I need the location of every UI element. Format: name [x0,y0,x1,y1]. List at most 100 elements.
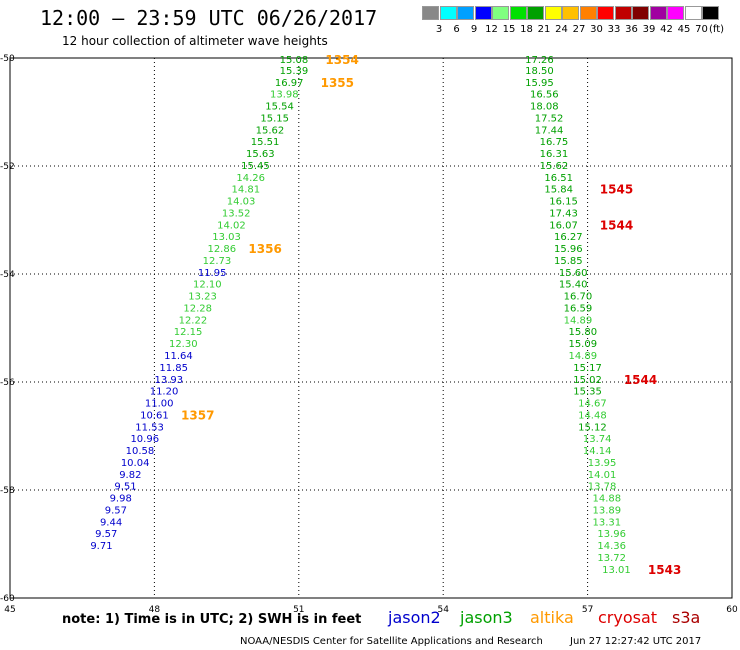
wave-height-value: 15.60 [559,268,588,279]
map-frame [9,57,733,599]
wave-height-value: 9.44 [100,517,122,528]
wave-height-value: 13.89 [593,505,622,516]
wave-height-value: 10.96 [130,434,159,445]
wave-height-value: 12.86 [207,244,236,255]
wave-height-value: 10.61 [140,410,169,421]
scale-label: 30 [590,24,603,35]
scale-swatch [579,6,597,20]
color-scale-legend: 3 6 9 12 15 18 21 24 27 30 33 36 39 42 45 70 (ft) [422,6,732,36]
pass-time-label: 1544 [600,218,633,232]
wave-height-value: 9.57 [95,529,117,540]
scale-label: 3 [435,24,443,35]
scale-label: 42 [660,24,673,35]
scale-label: 33 [607,24,621,35]
scale-swatch [474,6,492,20]
scale-label: 9 [470,24,478,35]
scale-label: 36 [625,24,638,35]
pass-time-label: 1355 [321,76,354,90]
wave-height-value: 15.51 [251,137,280,148]
scale-swatch [439,6,457,20]
wave-height-value: 12.10 [193,280,222,291]
wave-height-value: 15.95 [525,78,554,89]
lat-tick-label: -56 [0,378,15,388]
wave-height-value: 16.31 [540,149,569,160]
wave-height-value: 14.02 [217,220,246,231]
wave-height-value: 15.02 [573,375,602,386]
wave-height-value: 16.27 [554,232,583,243]
wave-height-value: 15.96 [554,244,583,255]
wave-height-value: 14.88 [593,494,622,505]
wave-height-value: 16.75 [540,137,569,148]
scale-label: 6 [453,24,460,35]
generation-timestamp: Jun 27 12:27:42 UTC 2017 [570,636,702,647]
scale-swatch [702,6,719,20]
wave-height-value: 9.82 [119,470,141,481]
wave-height-value: 15.35 [573,387,602,398]
credit-text: NOAA/NESDIS Center for Satellite Applica… [240,636,543,647]
wave-height-value: 11.00 [145,399,174,410]
wave-height-value: 11.85 [159,363,188,374]
wave-height-value: 18.08 [530,102,559,113]
wave-height-value: 15.84 [544,185,573,196]
satellite-legend-jason2: jason2 [388,608,441,627]
page-title: 12:00 – 23:59 UTC 06/26/2017 [40,6,378,30]
wave-height-value: 15.45 [241,161,270,172]
scale-swatch [527,6,544,20]
wave-height-value: 15.15 [260,113,289,124]
wave-height-value: 14.48 [578,410,607,421]
wave-height-value: 11.20 [150,387,179,398]
lon-tick-label: 48 [149,605,161,615]
pass-time-label: 1545 [600,183,633,197]
wave-height-value: 13.96 [597,529,626,540]
lon-tick-label: 60 [726,605,738,615]
wave-height-value: 16.59 [564,303,593,314]
wave-height-value: 9.71 [90,541,112,552]
wave-height-value: 16.70 [564,292,593,303]
wave-height-value: 14.89 [564,315,593,326]
wave-height-value: 11.53 [135,422,164,433]
lon-tick-label: 51 [293,605,304,615]
pass-time-label: 1354 [325,53,358,67]
wave-height-value: 12.22 [179,315,208,326]
wave-height-value: 12.73 [203,256,232,267]
wave-height-value: 13.23 [188,292,217,303]
wave-height-value: 10.58 [126,446,155,457]
scale-label: 39 [642,24,656,35]
wave-height-value: 15.17 [573,363,602,374]
wave-height-value: 11.95 [198,268,227,279]
scale-swatch [632,6,649,20]
wave-height-value: 15.09 [568,339,597,350]
scale-label: 45 [677,24,691,35]
wave-height-value: 13.52 [222,208,251,219]
wave-height-value: 17.44 [535,125,564,136]
wave-height-value: 13.95 [588,458,617,469]
page-subtitle: 12 hour collection of altimeter wave hei… [62,34,328,48]
satellite-legend-s3a: s3a [672,608,701,627]
wave-height-value: 15.80 [568,327,597,338]
wave-height-value: 14.14 [583,446,612,457]
wave-height-value: 15.12 [578,422,607,433]
wave-height-value: 12.30 [169,339,198,350]
scale-label: 12 [485,24,498,35]
wave-height-value: 12.15 [174,327,203,338]
wave-height-value: 14.26 [236,173,265,184]
wave-height-value: 14.89 [568,351,597,362]
wave-height-value: 13.74 [583,434,612,445]
wave-height-value: 13.01 [602,565,631,576]
wave-height-value: 11.64 [164,351,193,362]
satellite-legend-altika: altika [530,608,574,627]
satellite-legend-cryosat: cryosat [598,608,658,627]
scale-swatch [614,6,632,20]
wave-height-value: 13.72 [597,553,626,564]
wave-height-value: 15.62 [256,125,285,136]
wave-height-value: 15.85 [554,256,583,267]
scale-swatch [544,6,562,20]
wave-height-value: 16.07 [549,220,578,231]
lat-tick-label: -50 [0,54,15,64]
wave-height-value: 9.57 [105,505,127,516]
scale-label: 21 [537,24,551,35]
scale-label: 15 [502,24,516,35]
wave-height-value: 16.97 [275,78,304,89]
wave-height-value: 17.52 [535,113,564,124]
lon-tick-label: 54 [437,605,449,615]
